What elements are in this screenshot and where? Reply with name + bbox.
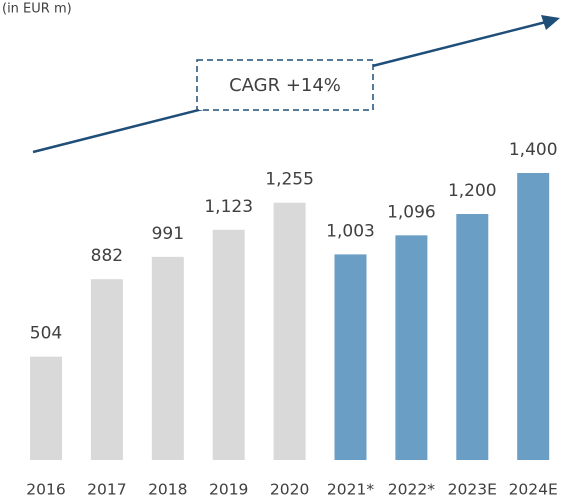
x-tick-label: 2020	[270, 481, 309, 499]
cagr-label: CAGR +14%	[229, 75, 341, 96]
bar	[151, 256, 184, 460]
x-tick-label: 2019	[209, 481, 248, 499]
value-label: 882	[91, 246, 123, 266]
bar	[273, 202, 306, 460]
cagr-box	[196, 59, 374, 111]
value-label: 1,096	[387, 202, 436, 222]
bar	[212, 229, 245, 460]
bar	[30, 356, 62, 460]
value-label: 1,003	[326, 221, 375, 241]
x-tick-label: 2023E	[448, 481, 497, 499]
x-tick-label: 2017	[87, 481, 126, 499]
value-label: 991	[152, 224, 184, 244]
x-tick-label: 2022*	[388, 481, 435, 499]
bar	[395, 235, 428, 460]
x-tick-label: 2018	[148, 481, 187, 499]
bar	[456, 214, 489, 460]
arrow-head	[541, 15, 560, 30]
value-label: 1,200	[448, 181, 497, 201]
bar	[90, 279, 123, 460]
value-label: 1,255	[265, 170, 314, 190]
x-tick-label: 2021*	[327, 481, 374, 499]
x-tick-label: 2024E	[509, 481, 558, 499]
value-label: 504	[30, 324, 62, 344]
bar	[334, 254, 367, 460]
value-label: 1,400	[509, 140, 558, 160]
value-label: 1,123	[204, 197, 253, 217]
subtitle: (in EUR m)	[2, 2, 72, 17]
x-tick-label: 2016	[26, 481, 65, 499]
bar	[517, 173, 550, 460]
